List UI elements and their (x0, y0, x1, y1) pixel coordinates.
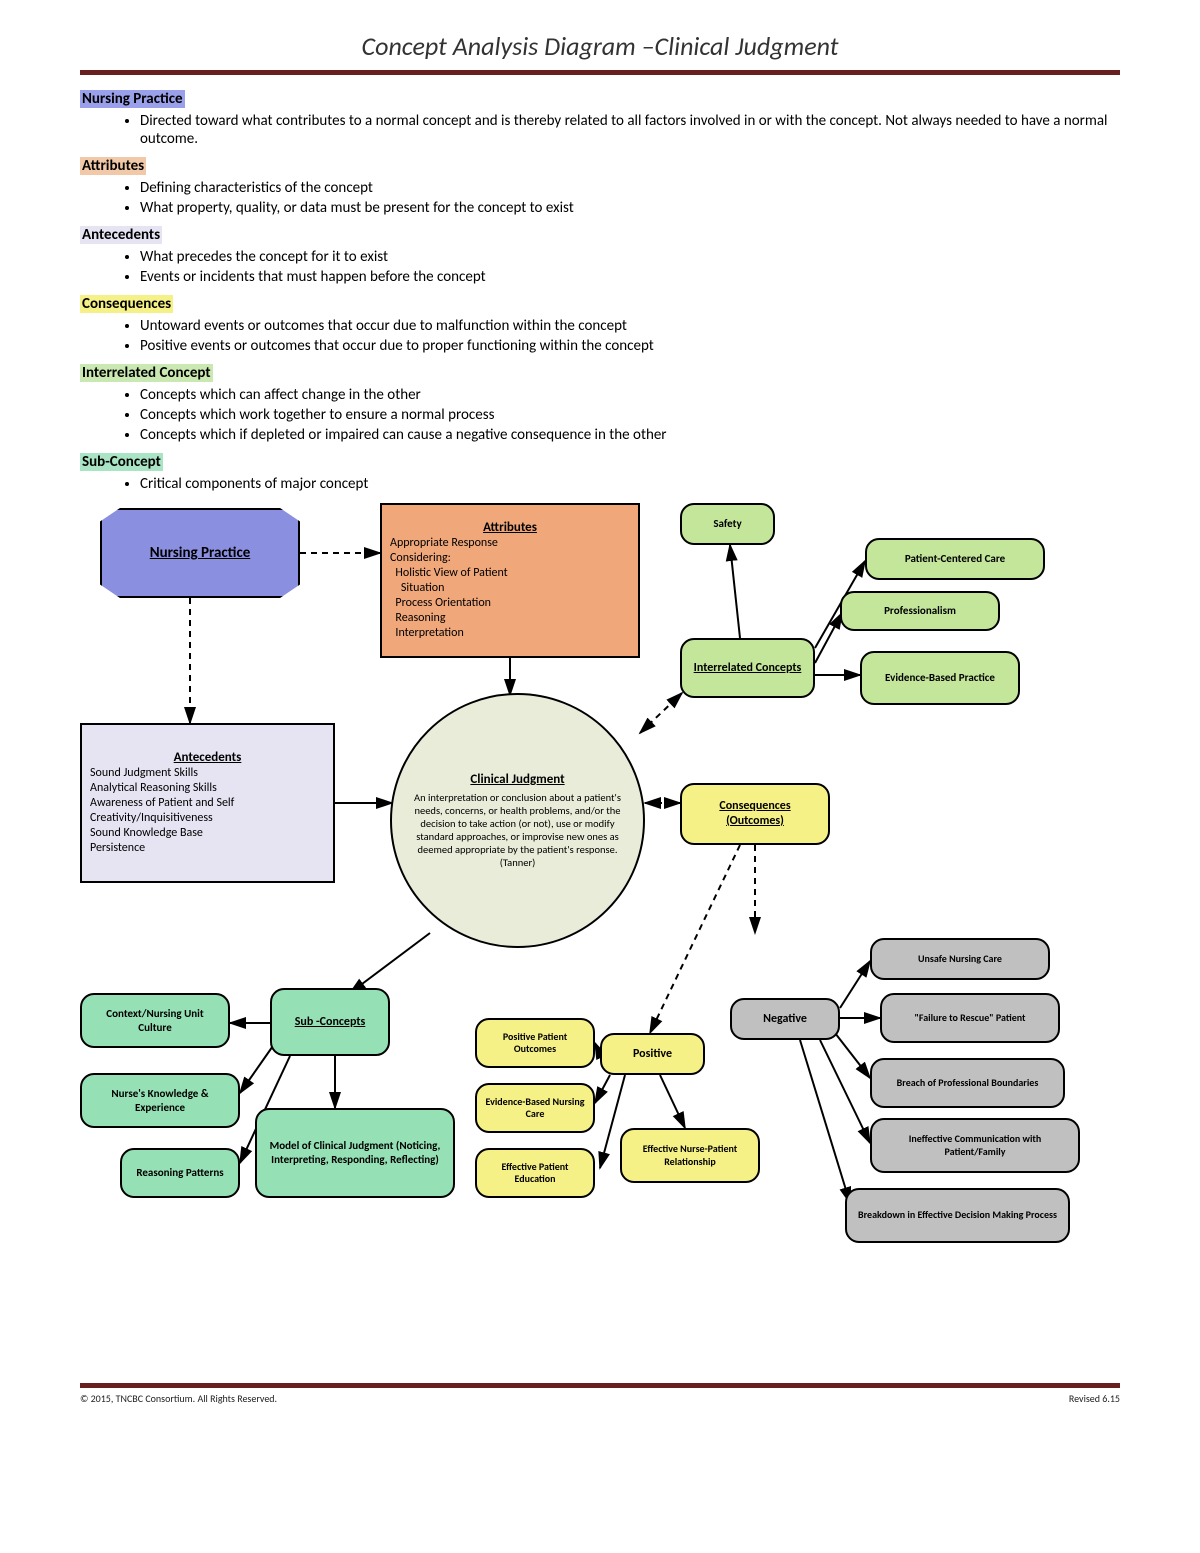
footer-revised: Revised 6.15 (1069, 1392, 1120, 1405)
node-negative: Negative (730, 998, 840, 1040)
node-safety: Safety (680, 503, 775, 545)
node-ppo: Positive Patient Outcomes (475, 1018, 595, 1068)
node-positive: Positive (600, 1033, 705, 1075)
edge (835, 1033, 870, 1078)
node-nurseknow: Nurse's Knowledge & Experience (80, 1073, 240, 1128)
def-item: Defining characteristics of the concept (140, 179, 1120, 197)
node-np: Nursing Practice (100, 508, 300, 598)
definitions-section: Nursing Practice Directed toward what con… (80, 89, 1120, 493)
node-ftr: "Failure to Rescue" Patient (880, 993, 1060, 1043)
def-item: Concepts which can affect change in the … (140, 386, 1120, 404)
def-item: Events or incidents that must happen bef… (140, 268, 1120, 286)
edge (640, 693, 682, 733)
def-items-attributes: Defining characteristics of the concept W… (80, 179, 1120, 217)
node-center: Clinical JudgmentAn interpretation or co… (390, 693, 645, 948)
node-interrel: Interrelated Concepts (680, 638, 815, 698)
edge (840, 961, 870, 1008)
def-items-antecedents: What precedes the concept for it to exis… (80, 248, 1120, 286)
node-enpr: Effective Nurse-Patient Relationship (620, 1128, 760, 1183)
page: Concept Analysis Diagram –Clinical Judgm… (0, 0, 1200, 1425)
def-item: Critical components of major concept (140, 475, 1120, 493)
node-ebp: Evidence-Based Practice (860, 651, 1020, 705)
node-ebnc: Evidence-Based Nursing Care (475, 1083, 595, 1133)
edge (240, 1043, 275, 1093)
def-item: What precedes the concept for it to exis… (140, 248, 1120, 266)
def-label-interrelated: Interrelated Concept (80, 364, 213, 382)
edge (800, 1040, 850, 1203)
def-label-attributes: Attributes (80, 157, 146, 175)
edge (350, 933, 430, 993)
node-reason: Reasoning Patterns (120, 1148, 240, 1198)
def-items-subconcept: Critical components of major concept (80, 475, 1120, 493)
node-sub: Sub -Concepts (270, 988, 390, 1056)
edge (650, 845, 740, 1033)
def-item: Positive events or outcomes that occur d… (140, 337, 1120, 355)
node-breakdn: Breakdown in Effective Decision Making P… (845, 1188, 1070, 1243)
node-pcc: Patient-Centered Care (865, 538, 1045, 580)
def-items-consequences: Untoward events or outcomes that occur d… (80, 317, 1120, 355)
def-item: Directed toward what contributes to a no… (140, 112, 1120, 148)
edge (815, 613, 842, 663)
def-item: What property, quality, or data must be … (140, 199, 1120, 217)
node-model: Model of Clinical Judgment (Noticing, In… (255, 1108, 455, 1198)
bottom-rule (80, 1383, 1120, 1388)
edge (730, 545, 740, 638)
diagram-canvas: Nursing Practice AttributesAppropriate Re… (80, 503, 1120, 1383)
def-label-antecedents: Antecedents (80, 226, 162, 244)
footer: © 2015, TNCBC Consortium. All Rights Res… (80, 1392, 1120, 1405)
def-item: Untoward events or outcomes that occur d… (140, 317, 1120, 335)
node-ctx: Context/Nursing Unit Culture (80, 993, 230, 1048)
page-title: Concept Analysis Diagram –Clinical Judgm… (80, 30, 1120, 62)
edge (595, 1075, 610, 1103)
top-rule (80, 70, 1120, 75)
def-items-nursing_practice: Directed toward what contributes to a no… (80, 112, 1120, 148)
node-ineff: Ineffective Communication with Patient/F… (870, 1118, 1080, 1173)
def-item: Concepts which work together to ensure a… (140, 406, 1120, 424)
edge (660, 1075, 685, 1128)
edge (820, 1040, 870, 1143)
node-prof: Professionalism (840, 591, 1000, 631)
node-unc: Unsafe Nursing Care (870, 938, 1050, 980)
footer-copyright: © 2015, TNCBC Consortium. All Rights Res… (80, 1392, 277, 1405)
def-label-nursing_practice: Nursing Practice (80, 90, 185, 108)
node-epe: Effective Patient Education (475, 1148, 595, 1198)
def-label-subconcept: Sub-Concept (80, 453, 163, 471)
node-antec: AntecedentsSound Judgment SkillsAnalytic… (80, 723, 335, 883)
node-breach: Breach of Professional Boundaries (870, 1058, 1065, 1108)
def-item: Concepts which if depleted or impaired c… (140, 426, 1120, 444)
def-items-interrelated: Concepts which can affect change in the … (80, 386, 1120, 444)
node-attr: AttributesAppropriate ResponseConsiderin… (380, 503, 640, 658)
def-label-consequences: Consequences (80, 295, 173, 313)
node-conseq: Consequences (Outcomes) (680, 783, 830, 845)
